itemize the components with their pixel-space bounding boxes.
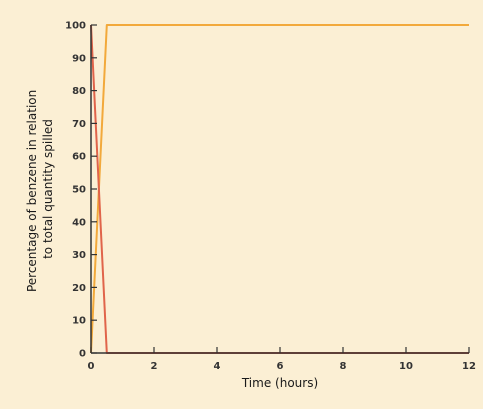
y-tick-label: 30: [72, 250, 86, 261]
y-tick-label: 0: [79, 349, 86, 360]
series-layer: [90, 24, 469, 354]
y-tick-label: 20: [72, 283, 86, 294]
x-tick-label: 0: [88, 361, 95, 372]
y-tick-label: 100: [65, 21, 86, 32]
axes: [90, 25, 469, 354]
x-tick-label: 4: [214, 361, 221, 372]
x-tick-label: 12: [462, 361, 476, 372]
y-tick-label: 10: [72, 316, 86, 327]
y-tick-label: 70: [72, 119, 86, 130]
y-tick-label: 40: [72, 217, 86, 228]
y-tick-label: 90: [72, 53, 86, 64]
y-axis-title: Percentage of benzene in relation to tot…: [25, 86, 55, 292]
y-axis-ticks: 0 10 20 30 40 50 60 70 80 90 100: [65, 21, 97, 360]
y-axis-title-line-2: to total quantity spilled: [41, 119, 55, 259]
x-tick-label: 2: [151, 361, 158, 372]
x-tick-label: 8: [340, 361, 347, 372]
series-line-1: [90, 24, 469, 354]
x-tick-label: 6: [277, 361, 284, 372]
x-axis-ticks: 0 2 4 6 8 10 12: [88, 347, 476, 372]
y-axis-title-line-1: Percentage of benzene in relation: [25, 90, 39, 292]
y-tick-label: 50: [72, 185, 86, 196]
y-tick-label: 60: [72, 152, 86, 163]
y-tick-label: 80: [72, 86, 86, 97]
x-tick-label: 10: [399, 361, 413, 372]
series-line-2: [90, 24, 469, 354]
x-axis-title: Time (hours): [241, 376, 318, 390]
